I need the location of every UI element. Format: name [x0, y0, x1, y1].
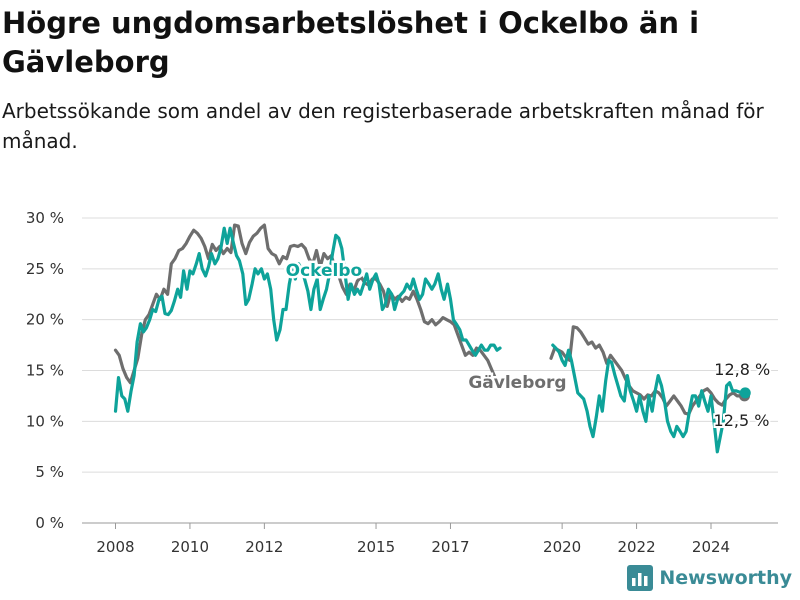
series-lines [113, 223, 747, 454]
y-tick-label: 15 % [26, 362, 64, 380]
x-tick-label: 2015 [357, 538, 395, 556]
end-value-label: 12,5 % [714, 411, 770, 430]
end-marker [739, 387, 751, 399]
x-tick-label: 2008 [96, 538, 134, 556]
grid-lines [82, 217, 778, 524]
x-tick-label: 2024 [692, 538, 730, 556]
y-tick-label: 10 % [26, 412, 64, 430]
brand-name: Newsworthy [659, 567, 792, 589]
bar-chart-icon [627, 565, 654, 591]
series-name-label: Ockelbo [286, 261, 363, 281]
y-tick-label: 25 % [26, 260, 64, 278]
axes: 0 % 5 % 10 % 15 % 20 % 25 % 30 % 2008 2010 2012 20… [26, 209, 730, 556]
x-tick-label: 2012 [245, 538, 283, 556]
x-tick-label: 2010 [171, 538, 209, 556]
chart-subtitle: Arbetssökande som andel av den registerb… [2, 99, 764, 153]
y-tick-label: 30 % [26, 209, 64, 227]
y-tick-label: 20 % [26, 311, 64, 329]
series-line-ockelbo [113, 226, 747, 454]
newsworthy-logo: Newsworthy [627, 564, 792, 592]
y-tick-label: 5 % [35, 463, 64, 481]
end-value-label: 12,8 % [714, 360, 770, 379]
x-tick-label: 2022 [617, 538, 655, 556]
y-tick-label: 0 % [35, 514, 64, 532]
series-labels: 12,5 % 12,8 % Ockelbo Gävleborg [283, 258, 772, 431]
series-name-label: Gävleborg [468, 373, 566, 393]
x-tick-label: 2017 [431, 538, 469, 556]
chart-title: Högre ungdomsarbetslöshet i Ockelbo än i… [2, 6, 700, 79]
x-tick-label: 2020 [543, 538, 581, 556]
